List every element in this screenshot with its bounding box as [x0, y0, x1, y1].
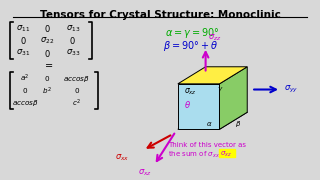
Text: $0$: $0$ [44, 23, 50, 34]
Text: $\sigma_{22}$: $\sigma_{22}$ [40, 35, 54, 46]
Text: $0$: $0$ [69, 35, 76, 46]
Text: $0$: $0$ [74, 86, 80, 95]
Text: $0$: $0$ [20, 35, 27, 46]
Text: Think of this vector as: Think of this vector as [168, 142, 246, 148]
Text: $\sigma_{33}$: $\sigma_{33}$ [66, 48, 80, 58]
Text: $\theta$: $\theta$ [184, 100, 191, 111]
Bar [220, 149, 235, 157]
Text: $\beta$: $\beta$ [235, 118, 242, 129]
Text: $accos\beta$: $accos\beta$ [63, 74, 90, 84]
Text: $\sigma_{zz}$: $\sigma_{zz}$ [208, 33, 221, 43]
Text: $\gamma$: $\gamma$ [218, 86, 224, 94]
Text: $\sigma_{13}$: $\sigma_{13}$ [66, 23, 80, 34]
Text: $\sigma_{yy}$: $\sigma_{yy}$ [284, 84, 298, 95]
Polygon shape [220, 67, 247, 129]
Polygon shape [178, 112, 247, 129]
Text: $c^2$: $c^2$ [72, 98, 81, 109]
Text: Tensors for Crystal Structure: Monoclinic: Tensors for Crystal Structure: Monoclini… [40, 10, 280, 20]
Text: $accos\beta$: $accos\beta$ [12, 98, 39, 108]
Text: =: = [45, 61, 53, 71]
Text: $0$: $0$ [44, 48, 50, 58]
Text: the sum of $\sigma_{xx}$ and: the sum of $\sigma_{xx}$ and [168, 150, 236, 160]
Polygon shape [178, 84, 220, 129]
Text: $\sigma_{11}$: $\sigma_{11}$ [16, 23, 30, 34]
Text: $\alpha$: $\alpha$ [206, 120, 212, 127]
Text: $\beta = 90°+ \theta$: $\beta = 90°+ \theta$ [163, 39, 218, 53]
Text: $0$: $0$ [22, 86, 28, 95]
Text: $0$: $0$ [44, 74, 50, 83]
Polygon shape [178, 67, 247, 84]
Text: $\sigma_{xz}$: $\sigma_{xz}$ [220, 150, 232, 159]
Text: $\alpha = \gamma = 90°$: $\alpha = \gamma = 90°$ [165, 26, 220, 40]
Text: $a^2$: $a^2$ [20, 73, 30, 84]
Text: $b^2$: $b^2$ [42, 85, 52, 97]
Text: $\sigma_{xz}$: $\sigma_{xz}$ [138, 167, 152, 178]
Text: $\sigma_{xz}$: $\sigma_{xz}$ [184, 86, 197, 97]
Text: $\sigma_{31}$: $\sigma_{31}$ [16, 48, 30, 58]
Text: $\sigma_{xx}$: $\sigma_{xx}$ [115, 152, 129, 163]
